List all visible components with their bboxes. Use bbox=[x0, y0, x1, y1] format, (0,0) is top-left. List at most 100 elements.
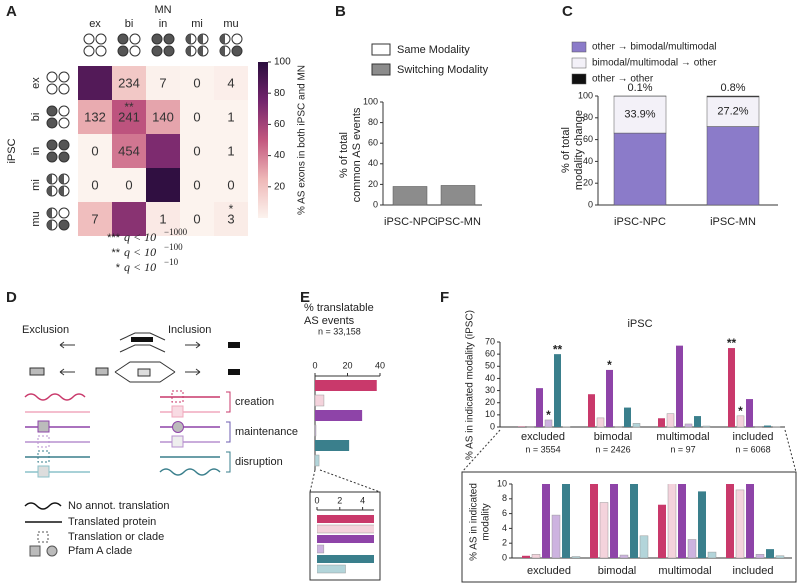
modality-icon bbox=[186, 46, 191, 56]
heatmap-cell bbox=[78, 202, 112, 236]
clade-box bbox=[171, 390, 184, 403]
modality-icon bbox=[220, 34, 225, 44]
inset-bar bbox=[317, 564, 346, 574]
column-label: in bbox=[159, 18, 168, 30]
y-tick-label: 40 bbox=[583, 156, 593, 166]
inset-bar bbox=[317, 535, 374, 543]
bar bbox=[526, 426, 535, 428]
exon bbox=[131, 337, 153, 342]
colorbar-tick-label: 20 bbox=[274, 181, 286, 192]
inset-x-tick-label: 0 bbox=[314, 495, 319, 505]
modality-icon bbox=[198, 34, 203, 44]
bar bbox=[754, 426, 763, 428]
inset-bar bbox=[766, 549, 774, 558]
column-label: mi bbox=[191, 18, 203, 30]
modality-icon bbox=[129, 45, 141, 57]
inset-bar bbox=[630, 484, 638, 558]
legend-glyph bbox=[46, 545, 58, 557]
row-label: mi bbox=[30, 179, 42, 191]
note-stars: ** bbox=[111, 247, 120, 259]
bar-segment bbox=[613, 132, 667, 206]
bar bbox=[314, 424, 317, 437]
y-tick-label: 80 bbox=[368, 117, 378, 127]
legend-label: other → bimodal/multimodal bbox=[592, 42, 717, 53]
inset-frame bbox=[461, 471, 797, 583]
x-tick-label: bimodal bbox=[594, 431, 633, 443]
note-text: q < 10 bbox=[124, 260, 156, 274]
cell-label: 0 bbox=[227, 177, 234, 192]
modality-icon bbox=[59, 174, 64, 184]
bar bbox=[315, 410, 363, 421]
row-label: ex bbox=[30, 77, 42, 89]
y-tick-label: 50 bbox=[485, 361, 495, 371]
inset-connector bbox=[309, 469, 381, 493]
heatmap-cell bbox=[78, 134, 112, 168]
legend-label: Same Modality bbox=[397, 44, 470, 56]
y-axis-label: % AS in indicated modality (iPSC) bbox=[465, 310, 476, 460]
significance: * bbox=[738, 404, 743, 418]
modality-icon bbox=[58, 207, 70, 219]
modality-icon bbox=[117, 45, 129, 57]
bar bbox=[666, 413, 675, 428]
bar bbox=[676, 345, 683, 427]
note-exponent: −10 bbox=[164, 257, 179, 267]
cell-label: 0 bbox=[193, 177, 200, 192]
n-label: n = 6068 bbox=[735, 444, 770, 454]
clade-box bbox=[171, 435, 184, 448]
heatmap-cell bbox=[112, 134, 146, 168]
heatmap-cell bbox=[214, 66, 248, 100]
row-label: in bbox=[30, 147, 42, 156]
y-tick-label: 20 bbox=[485, 397, 495, 407]
modality-icon bbox=[151, 45, 163, 57]
inset-y-tick-label: 10 bbox=[497, 478, 507, 488]
heatmap-cell bbox=[78, 66, 112, 100]
cell-star: ** bbox=[124, 100, 134, 114]
modality-icon bbox=[95, 45, 107, 57]
legend-label: Pfam A clade bbox=[68, 545, 132, 557]
row-label: mu bbox=[30, 211, 42, 226]
modality-icon bbox=[47, 174, 52, 184]
inset-bar bbox=[531, 554, 541, 558]
bar bbox=[596, 417, 605, 428]
bar bbox=[746, 399, 753, 427]
cell-label: 234 bbox=[118, 75, 140, 90]
x-tick-label: iPSC-NPC bbox=[384, 216, 436, 228]
modality-icon bbox=[47, 208, 52, 218]
significance: ** bbox=[727, 336, 737, 350]
inset-y-tick-label: 6 bbox=[502, 508, 507, 518]
bar bbox=[606, 369, 613, 427]
legend-swatch bbox=[571, 57, 587, 69]
colorbar bbox=[258, 62, 268, 218]
bar bbox=[658, 418, 665, 427]
legend-swatch bbox=[371, 43, 391, 56]
y-tick-label: 20 bbox=[368, 179, 378, 189]
inset-bar bbox=[599, 502, 609, 558]
inset-bar bbox=[317, 555, 374, 563]
modality-icon bbox=[129, 33, 141, 45]
heatmap-cell bbox=[146, 168, 180, 202]
x-tick-label: excluded bbox=[521, 431, 565, 443]
y-tick-label: 80 bbox=[583, 112, 593, 122]
note-exponent: −1000 bbox=[164, 227, 188, 237]
modality-icon bbox=[163, 45, 175, 57]
heatmap-cell bbox=[146, 134, 180, 168]
y-tick-label: 0 bbox=[588, 199, 593, 209]
y-tick-label: 0 bbox=[373, 199, 378, 209]
bar bbox=[632, 423, 641, 428]
cell-label: 140 bbox=[152, 109, 174, 124]
inset-bar bbox=[619, 554, 629, 558]
modality-icon bbox=[163, 33, 175, 45]
value-label: 0.8% bbox=[720, 82, 745, 94]
group-label: creation bbox=[235, 396, 274, 408]
x-tick-label: 0 bbox=[312, 360, 317, 370]
note-text: q < 10 bbox=[124, 230, 156, 244]
panel-label: B bbox=[335, 3, 346, 20]
bar bbox=[554, 354, 561, 427]
clade-box bbox=[37, 465, 50, 478]
row-label: bi bbox=[30, 113, 42, 122]
n-label: n = 97 bbox=[670, 444, 695, 454]
inset-x-tick-label: multimodal bbox=[658, 565, 711, 577]
clade-box bbox=[37, 420, 50, 433]
cell-label: 0 bbox=[193, 75, 200, 90]
